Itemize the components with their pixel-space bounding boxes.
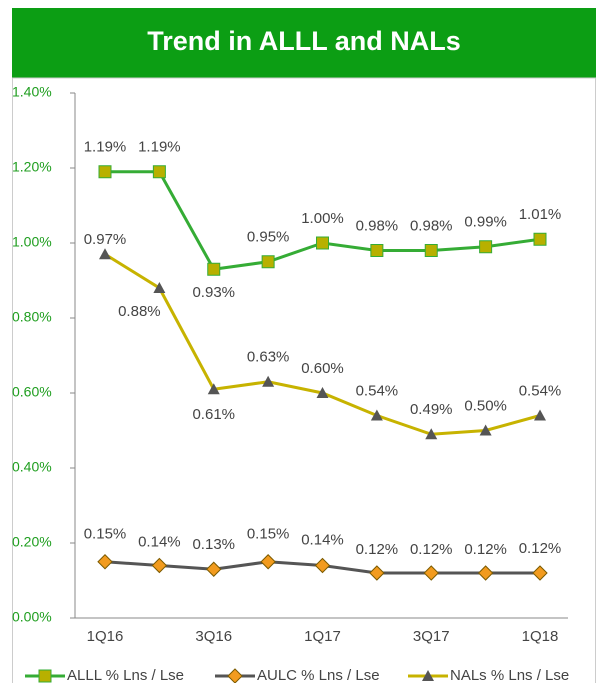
data-label: 0.14% [301,531,344,548]
data-label: 0.12% [464,541,507,558]
data-label: 0.88% [118,303,161,320]
point [153,282,166,293]
point [370,409,383,421]
point [479,424,492,436]
x-tick-label: 1Q16 [87,628,124,645]
data-label: 0.49% [410,401,453,418]
data-label: 1.00% [301,210,344,227]
data-label: 1.19% [138,139,181,156]
data-label: 0.98% [410,217,453,234]
point [207,262,221,276]
data-label: 0.60% [301,360,344,377]
point [206,561,222,577]
data-label: 0.95% [247,229,290,246]
data-label: 0.97% [84,231,127,248]
y-tick-label: 1.20% [12,159,52,175]
x-tick-label: 1Q18 [522,628,559,645]
legend-marker [227,668,243,683]
data-label: 0.12% [356,541,399,558]
data-label: 1.19% [84,139,127,156]
point [533,232,547,246]
point [370,244,384,257]
data-label: 0.15% [247,526,290,543]
data-label: 0.50% [464,397,507,414]
legend-label: ALLL % Lns / Lse [67,667,184,683]
point [532,565,548,581]
point [425,428,438,440]
point [99,248,111,260]
point [262,375,275,387]
legend-label: NALs % Lns / Lse [450,667,569,683]
legend-marker [422,670,434,681]
data-label: 1.01% [519,206,562,223]
y-tick-label: 0.60% [12,384,52,400]
chart-title: Trend in ALLL and NALs [147,26,461,56]
point [207,383,220,395]
point [534,409,546,421]
data-label: 0.12% [519,540,562,557]
legend-marker [38,669,52,683]
data-label: 0.99% [464,214,507,231]
point [423,565,439,581]
y-tick-label: 0.00% [12,609,52,625]
data-label: 0.54% [356,382,399,399]
point [479,240,493,254]
legend-label: AULC % Lns / Lse [257,667,380,683]
data-label: 0.13% [192,536,235,553]
x-tick-label: 3Q16 [195,628,232,645]
y-tick-label: 0.80% [12,309,52,325]
point [369,565,385,581]
y-tick-label: 0.20% [12,534,52,550]
data-label: 0.12% [410,541,453,558]
data-label: 0.14% [138,533,181,550]
point [151,557,168,574]
point [316,387,329,398]
x-tick-label: 1Q17 [304,628,341,645]
data-label: 0.15% [84,526,127,543]
point [314,557,331,574]
point [98,165,112,179]
y-tick-label: 0.40% [12,459,52,475]
point [152,165,166,179]
x-tick-label: 3Q17 [413,628,450,645]
title-bar [12,8,596,78]
point [477,565,494,581]
data-label: 0.98% [356,217,399,234]
y-tick-label: 1.00% [12,234,52,250]
point [424,244,438,257]
data-label: 0.93% [192,284,235,301]
point [316,236,329,250]
point [261,255,275,269]
point [97,554,113,570]
point [260,554,276,570]
data-label: 0.61% [192,406,235,423]
y-tick-label: 1.40% [12,84,52,100]
data-label: 0.54% [519,382,562,399]
data-label: 0.63% [247,349,290,366]
